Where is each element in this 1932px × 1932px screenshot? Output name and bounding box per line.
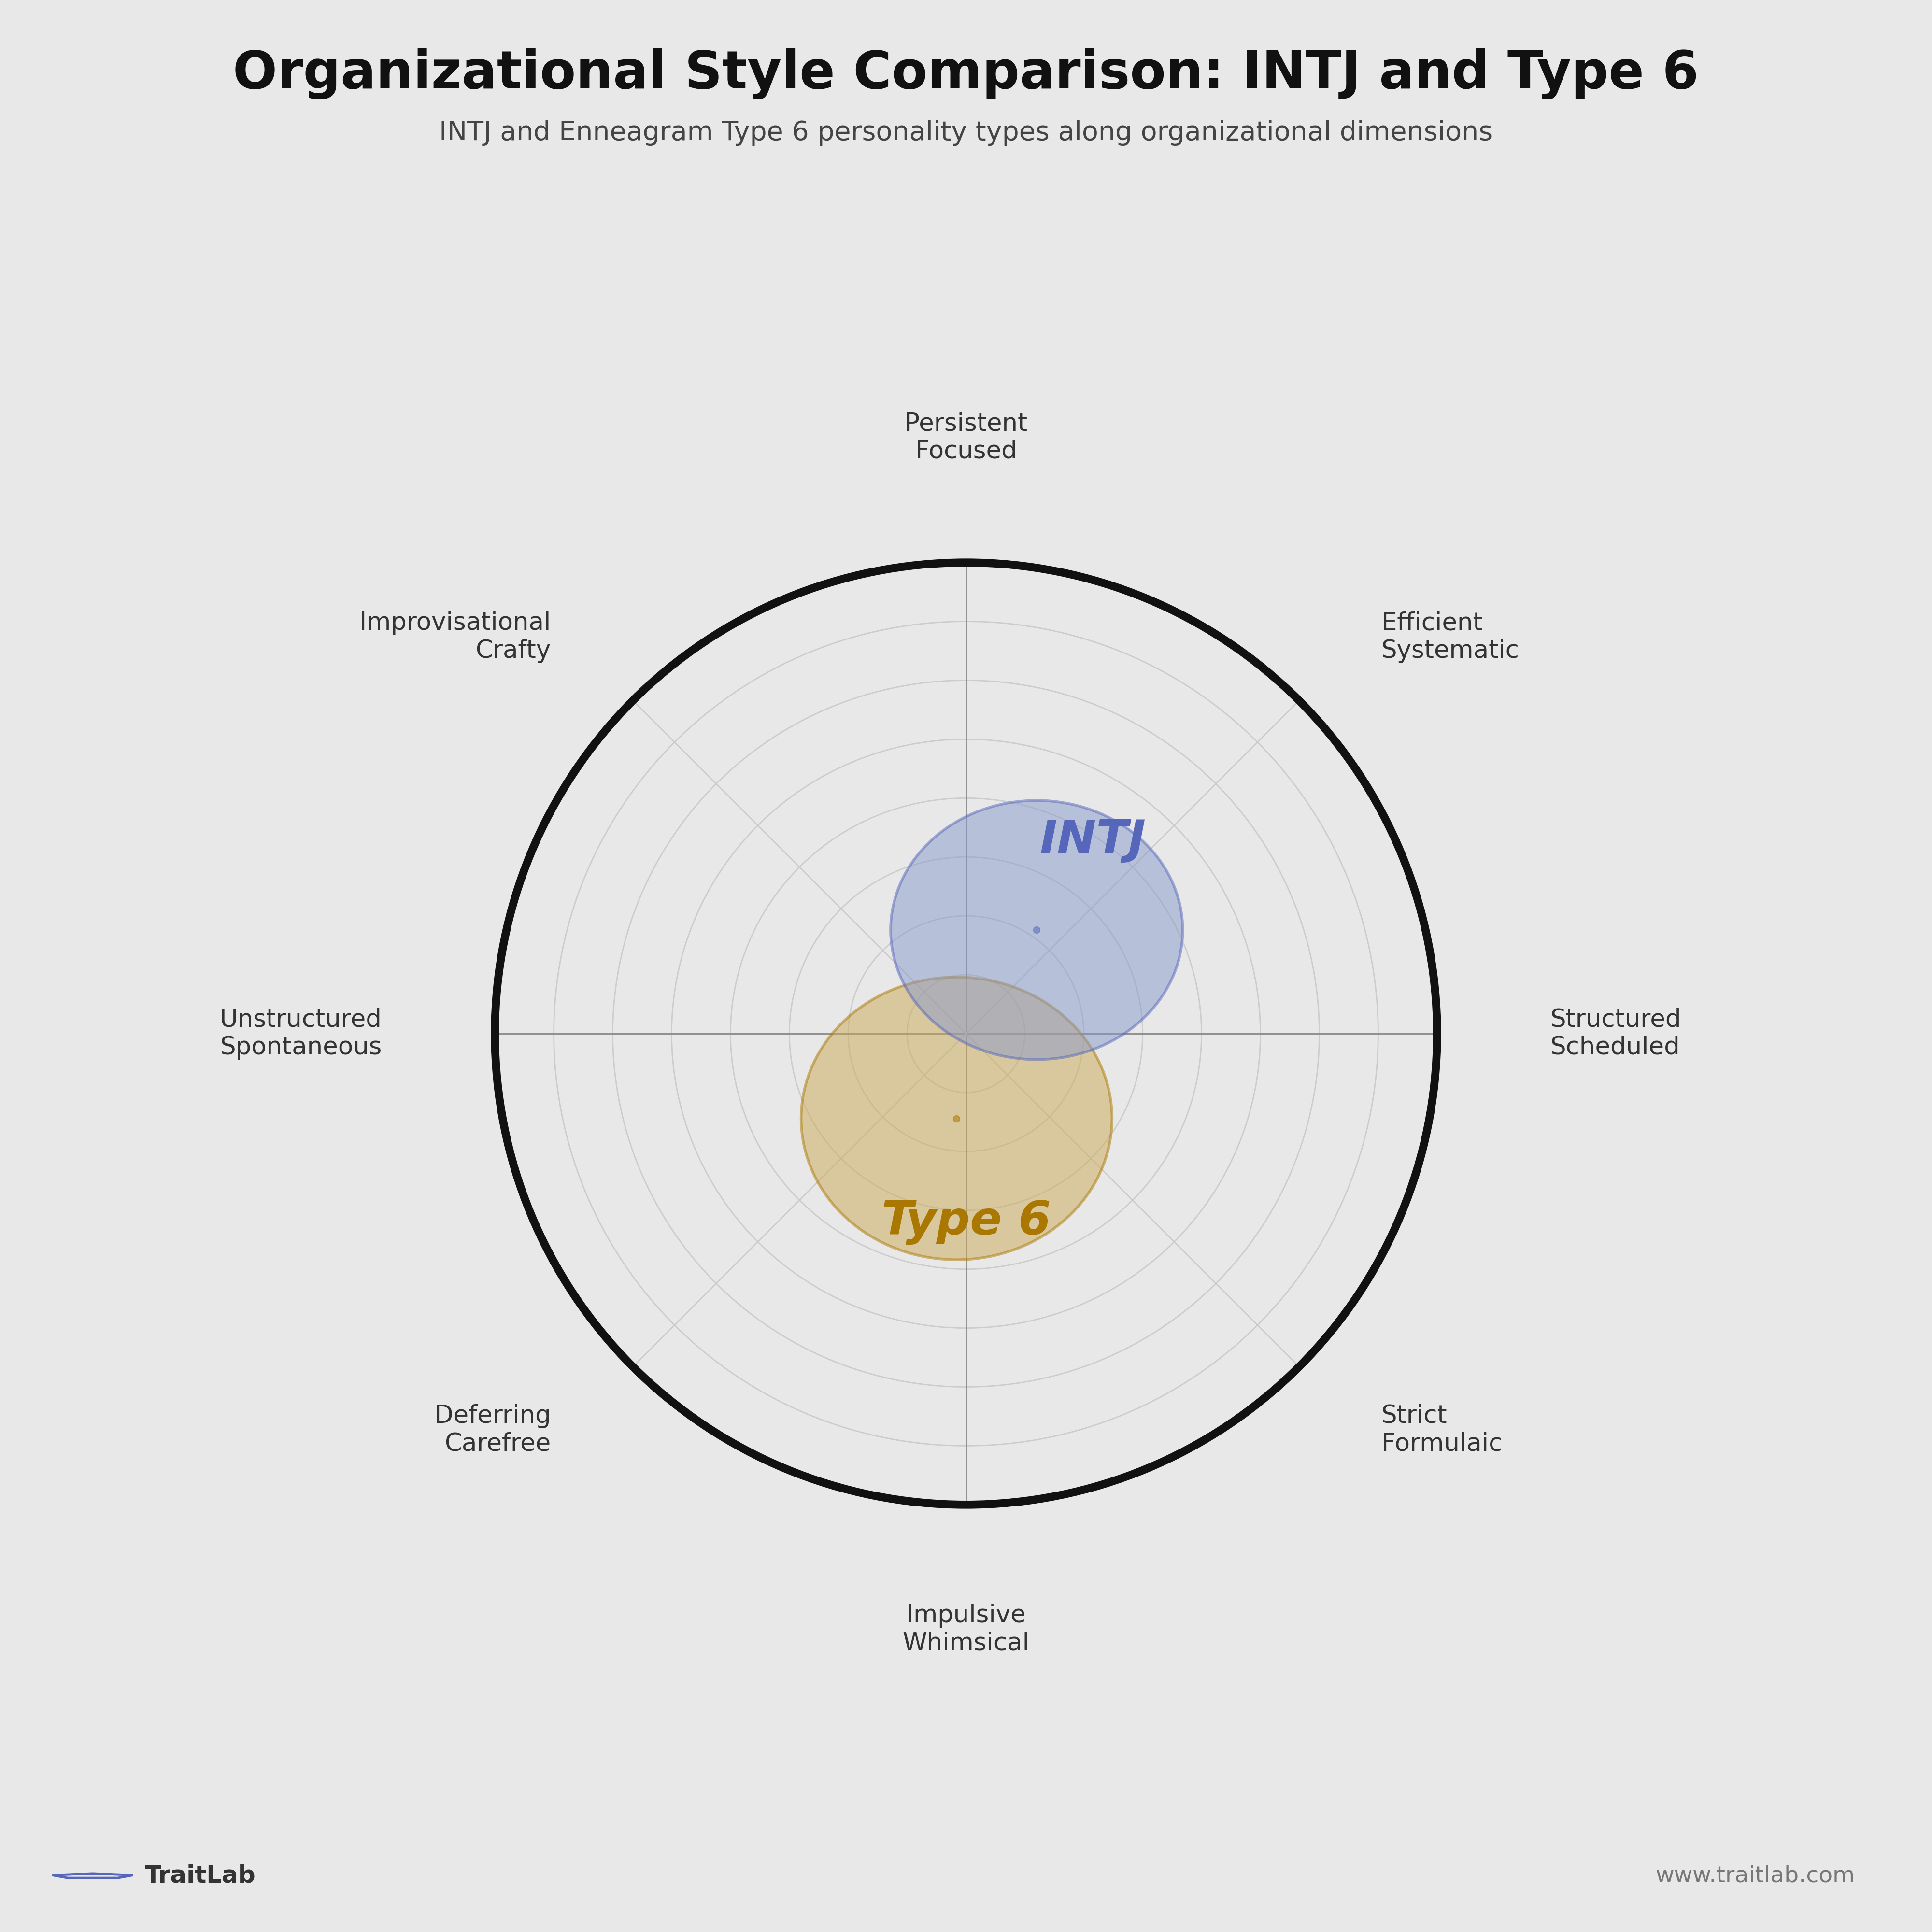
Text: Organizational Style Comparison: INTJ and Type 6: Organizational Style Comparison: INTJ an… <box>234 48 1698 99</box>
Text: INTJ: INTJ <box>1039 817 1146 864</box>
Text: Efficient
Systematic: Efficient Systematic <box>1381 611 1519 663</box>
Text: Strict
Formulaic: Strict Formulaic <box>1381 1405 1503 1457</box>
Text: Structured
Scheduled: Structured Scheduled <box>1549 1009 1681 1059</box>
Text: TraitLab: TraitLab <box>145 1864 255 1888</box>
Text: www.traitlab.com: www.traitlab.com <box>1656 1864 1855 1888</box>
Text: Type 6: Type 6 <box>881 1200 1051 1244</box>
Text: Unstructured
Spontaneous: Unstructured Spontaneous <box>220 1009 383 1059</box>
Text: Improvisational
Crafty: Improvisational Crafty <box>359 611 551 663</box>
Ellipse shape <box>891 800 1182 1059</box>
Text: INTJ and Enneagram Type 6 personality types along organizational dimensions: INTJ and Enneagram Type 6 personality ty… <box>439 120 1493 147</box>
Text: Persistent
Focused: Persistent Focused <box>904 412 1028 464</box>
Ellipse shape <box>802 978 1113 1260</box>
Text: Deferring
Carefree: Deferring Carefree <box>435 1405 551 1457</box>
Text: Impulsive
Whimsical: Impulsive Whimsical <box>902 1604 1030 1656</box>
